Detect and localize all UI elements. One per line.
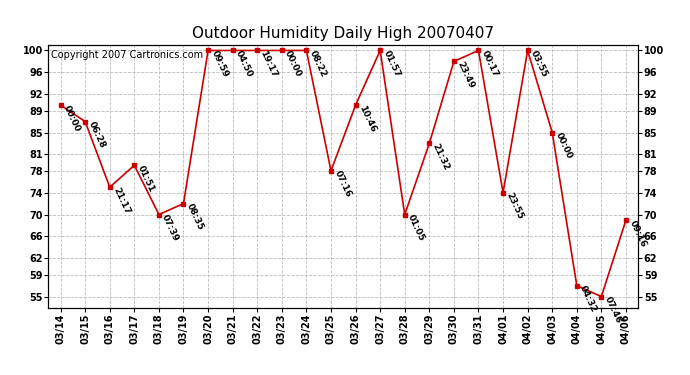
- Text: 08:22: 08:22: [308, 49, 328, 79]
- Text: 07:16: 07:16: [333, 170, 353, 199]
- Text: 09:59: 09:59: [210, 49, 230, 79]
- Text: 04:50: 04:50: [234, 49, 254, 79]
- Text: 00:17: 00:17: [480, 49, 500, 79]
- Text: 23:49: 23:49: [455, 60, 475, 90]
- Text: 00:00: 00:00: [553, 131, 573, 160]
- Text: 00:00: 00:00: [62, 104, 82, 133]
- Text: 21:32: 21:32: [431, 142, 451, 172]
- Text: 09:16: 09:16: [627, 219, 648, 248]
- Text: 01:51: 01:51: [136, 164, 156, 194]
- Text: 01:57: 01:57: [382, 49, 402, 79]
- Text: 23:55: 23:55: [504, 191, 524, 221]
- Text: Copyright 2007 Cartronics.com: Copyright 2007 Cartronics.com: [51, 50, 204, 60]
- Text: 00:00: 00:00: [283, 49, 303, 78]
- Text: 03:55: 03:55: [529, 49, 549, 79]
- Text: 07:46: 07:46: [603, 295, 623, 325]
- Text: 01:05: 01:05: [406, 213, 426, 243]
- Text: 06:28: 06:28: [86, 120, 107, 150]
- Text: 10:46: 10:46: [357, 104, 377, 134]
- Text: 19:17: 19:17: [259, 49, 279, 79]
- Text: 04:32: 04:32: [578, 284, 598, 314]
- Text: 07:39: 07:39: [160, 213, 181, 243]
- Title: Outdoor Humidity Daily High 20070407: Outdoor Humidity Daily High 20070407: [193, 26, 494, 41]
- Text: 21:17: 21:17: [111, 186, 132, 216]
- Text: 08:35: 08:35: [185, 202, 205, 232]
